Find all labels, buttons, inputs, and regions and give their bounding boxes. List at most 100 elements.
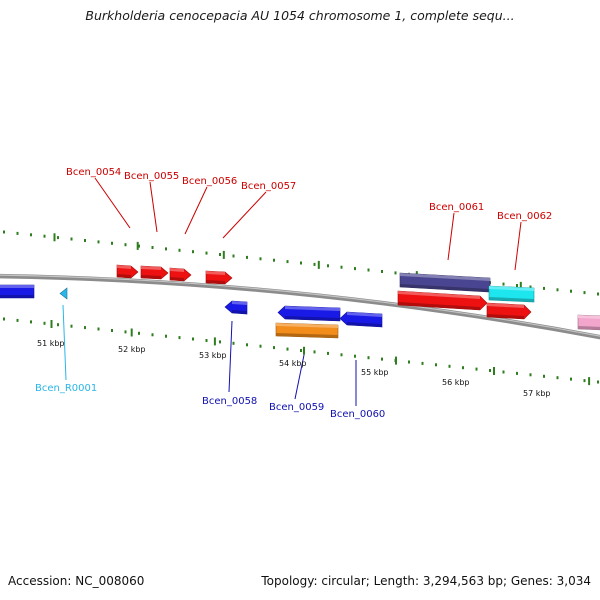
minor-tick xyxy=(219,340,221,344)
minor-tick xyxy=(381,270,383,273)
minor-tick xyxy=(151,333,154,337)
feature-0062-cyan-shadow xyxy=(489,297,534,302)
gene-label-bcen-0057[interactable]: Bcen_0057 xyxy=(241,181,296,192)
scale-label: 56 kbp xyxy=(442,378,470,387)
feature-0060 xyxy=(339,311,383,328)
feature-0056-shadow xyxy=(170,277,184,281)
backbone-line xyxy=(0,273,600,340)
gene-label-bcen-0056[interactable]: Bcen_0056 xyxy=(182,176,237,187)
gene-label-bcen-0060[interactable]: Bcen_0060 xyxy=(330,409,385,420)
gene-labels: Bcen_0054 Bcen_0055 Bcen_0056 Bcen_0057 Bcen… xyxy=(35,167,552,420)
minor-tick xyxy=(340,265,343,269)
minor-tick xyxy=(3,317,5,321)
minor-tick xyxy=(435,363,437,367)
minor-tick xyxy=(16,231,19,235)
feature-0055 xyxy=(140,265,169,280)
minor-tick xyxy=(232,254,235,258)
feature-0055-highlight xyxy=(141,266,161,270)
feature-0056 xyxy=(169,267,192,282)
feature-0060-highlight xyxy=(347,312,382,317)
minor-tick xyxy=(448,364,451,368)
scale-label: 57 kbp xyxy=(523,389,551,398)
gene-label-bcen-0059[interactable]: Bcen_0059 xyxy=(269,402,324,413)
feature-left-reverse-shadow xyxy=(0,295,34,298)
feature-left-reverse xyxy=(0,284,35,299)
minor-tick xyxy=(3,230,5,234)
leader-line-bcen-0062 xyxy=(514,221,522,271)
feature-0057-highlight xyxy=(206,271,225,275)
minor-tick xyxy=(57,323,59,327)
minor-tick xyxy=(232,341,235,345)
minor-tick xyxy=(543,286,545,290)
major-tick xyxy=(519,281,522,290)
scale-label: 53 kbp xyxy=(199,351,227,360)
minor-tick xyxy=(178,336,181,340)
feature-0061-purple-highlight xyxy=(400,273,490,281)
minor-tick xyxy=(543,374,545,378)
feature-right-pink-shadow xyxy=(578,326,600,330)
minor-tick xyxy=(516,284,518,287)
feature-0060-shadow xyxy=(347,322,382,327)
gene-label-bcen-0055[interactable]: Bcen_0055 xyxy=(124,171,179,182)
feature-0058 xyxy=(224,300,248,315)
minor-tick xyxy=(597,292,599,296)
gene-label-bcen-0062[interactable]: Bcen_0062 xyxy=(497,211,552,222)
minor-tick xyxy=(273,346,275,350)
outer-tick-row xyxy=(3,230,599,296)
minor-tick xyxy=(597,380,599,384)
minor-tick xyxy=(570,289,572,293)
feature-right-pink xyxy=(577,314,600,331)
feature-0054-shadow xyxy=(117,274,131,278)
backbone-highlight xyxy=(0,274,600,337)
major-tick xyxy=(136,241,139,250)
leader-line-bcen-0058 xyxy=(228,320,233,393)
feature-0059-orange-shadow xyxy=(276,333,338,338)
major-tick xyxy=(493,367,495,375)
minor-tick xyxy=(286,347,289,351)
minor-tick xyxy=(138,244,140,248)
minor-tick xyxy=(178,248,181,252)
major-tick xyxy=(222,250,225,259)
minor-tick xyxy=(151,246,154,249)
accession-text: Accession: NC_008060 xyxy=(8,574,145,588)
feature-0061-purple-shadow xyxy=(400,284,490,292)
feature-0059-orange xyxy=(275,322,339,339)
minor-tick xyxy=(570,377,572,381)
minor-tick xyxy=(30,233,32,237)
minor-tick xyxy=(462,366,464,370)
minor-tick xyxy=(300,261,302,265)
gene-label-bcen-0054[interactable]: Bcen_0054 xyxy=(66,167,121,178)
minor-tick xyxy=(70,324,73,328)
feature-0061-red-shadow xyxy=(398,302,480,310)
feature-0055-shadow xyxy=(141,275,161,279)
gene-label-bcen-r0001[interactable]: Bcen_R0001 xyxy=(35,383,97,394)
minor-tick xyxy=(192,250,194,254)
feature-rna-R0001-body xyxy=(59,287,68,300)
major-tick xyxy=(588,377,591,386)
minor-tick xyxy=(502,370,505,374)
scale-label: 52 kbp xyxy=(118,345,146,354)
gene-label-bcen-0061[interactable]: Bcen_0061 xyxy=(429,202,484,213)
minor-tick xyxy=(43,234,46,238)
minor-tick xyxy=(219,253,221,256)
minor-tick xyxy=(300,349,302,352)
minor-tick xyxy=(57,236,59,240)
major-tick xyxy=(53,233,56,242)
minor-tick xyxy=(30,320,32,324)
minor-tick xyxy=(327,351,329,355)
major-tick xyxy=(213,337,216,346)
minor-tick xyxy=(259,344,262,348)
minor-tick xyxy=(97,327,100,331)
minor-tick xyxy=(340,353,343,357)
minor-tick xyxy=(529,285,532,289)
leader-line-bcen-r0001 xyxy=(62,304,67,381)
major-tick xyxy=(50,320,53,328)
minor-tick xyxy=(583,291,586,295)
feature-0058-shadow xyxy=(232,310,247,314)
minor-tick xyxy=(421,361,424,365)
gene-label-bcen-0058[interactable]: Bcen_0058 xyxy=(202,396,257,407)
label-leader-lines xyxy=(62,177,522,406)
minor-tick xyxy=(192,337,194,341)
minor-tick xyxy=(246,255,248,259)
minor-tick xyxy=(313,262,316,266)
